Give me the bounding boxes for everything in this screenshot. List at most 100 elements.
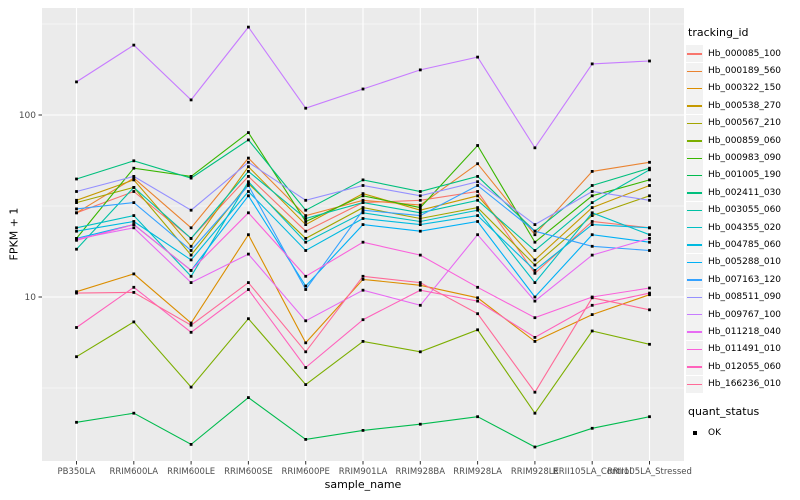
data-point	[590, 211, 594, 215]
legend-entry: Hb_011491_010	[686, 340, 798, 358]
legend-key-swatch	[686, 97, 703, 115]
data-point	[590, 170, 594, 173]
data-point	[304, 319, 308, 323]
data-point	[247, 180, 250, 184]
legend-entry-label: Hb_002411_030	[708, 187, 782, 198]
legend-key-line	[687, 279, 702, 281]
legend-entry-label: Hb_005288_010	[708, 257, 782, 268]
data-point	[476, 194, 479, 198]
legend-key-swatch	[686, 253, 703, 271]
y-tick-label: 10	[25, 293, 37, 303]
x-tick-label: RRII105LA_Stressed	[607, 467, 692, 477]
data-point	[418, 214, 422, 217]
data-point	[189, 443, 193, 446]
legend-key-line	[687, 174, 702, 177]
x-axis-title: sample_name	[324, 478, 402, 491]
data-point	[476, 220, 479, 223]
data-point	[476, 233, 479, 237]
data-point	[361, 201, 365, 204]
data-point	[590, 244, 594, 248]
legend-key-swatch	[686, 149, 703, 167]
data-point	[648, 293, 651, 297]
legend-key-line	[687, 122, 702, 125]
data-point	[648, 160, 651, 164]
legend-key-line	[687, 366, 702, 368]
data-point	[590, 220, 594, 223]
legend-key-swatch	[686, 166, 703, 184]
data-point	[590, 233, 594, 237]
data-point	[590, 190, 594, 193]
data-point	[533, 146, 537, 150]
data-point	[247, 160, 250, 164]
data-point	[247, 281, 250, 284]
data-point	[590, 214, 594, 217]
data-point	[418, 198, 422, 202]
data-point	[189, 244, 193, 248]
legend-key-swatch	[686, 201, 703, 219]
data-point	[247, 190, 250, 193]
data-point	[75, 201, 78, 204]
data-point	[648, 240, 651, 244]
quant-entry-label: OK	[708, 427, 721, 438]
data-point	[361, 194, 365, 198]
legend-key-line	[687, 296, 702, 299]
legend-entry: Hb_004785_060	[686, 236, 798, 254]
quant-ok-square-icon	[692, 430, 697, 435]
data-point	[476, 144, 479, 147]
data-point	[304, 288, 308, 291]
data-point	[361, 278, 365, 281]
data-point	[418, 194, 422, 198]
data-point	[418, 208, 422, 212]
data-point	[418, 422, 422, 426]
data-point	[361, 208, 365, 212]
data-point	[361, 206, 365, 209]
data-point	[418, 190, 422, 193]
legend-entry-label: Hb_009767_100	[708, 309, 782, 320]
legend-key-line	[687, 53, 702, 55]
x-tick-label: RRIM600PE	[282, 467, 330, 477]
data-point	[590, 253, 594, 257]
data-point	[361, 318, 365, 322]
data-point	[132, 186, 136, 189]
legend-key-swatch	[686, 340, 703, 358]
data-point	[189, 249, 193, 252]
data-point	[132, 214, 136, 217]
data-point	[648, 226, 651, 230]
data-point	[304, 223, 308, 226]
data-point	[533, 271, 537, 275]
data-point	[132, 190, 136, 193]
legend-entry-label: Hb_004785_060	[708, 239, 782, 250]
data-point	[476, 299, 479, 303]
data-point	[590, 296, 594, 300]
legend-entry: Hb_003055_060	[686, 201, 798, 219]
data-point	[75, 190, 78, 193]
data-point	[533, 340, 537, 343]
legend-entry: Hb_009767_100	[686, 306, 798, 324]
data-point	[476, 415, 479, 419]
legend-entry-label: Hb_000983_090	[708, 153, 782, 164]
legend-key-swatch	[686, 45, 703, 63]
data-point	[590, 426, 594, 430]
data-point	[648, 415, 651, 419]
data-point	[533, 229, 537, 233]
data-point	[75, 207, 78, 211]
data-point	[304, 106, 308, 110]
data-point	[304, 208, 308, 212]
legend-key-swatch	[686, 323, 703, 341]
x-tick-label: RRIM600SE	[224, 467, 273, 477]
data-point	[247, 288, 250, 291]
legend-key-swatch	[686, 114, 703, 132]
data-point	[648, 342, 651, 346]
data-point	[247, 233, 250, 237]
data-point	[533, 269, 537, 272]
data-point	[189, 321, 193, 325]
legend-entry: Hb_000538_270	[686, 97, 798, 115]
data-point	[304, 341, 308, 345]
quant-legend-entry: OK	[686, 424, 798, 441]
data-point	[247, 184, 250, 187]
data-point	[590, 313, 594, 316]
data-point	[476, 206, 479, 209]
data-point	[75, 177, 78, 181]
x-tick-label: PB350LA	[58, 467, 96, 477]
